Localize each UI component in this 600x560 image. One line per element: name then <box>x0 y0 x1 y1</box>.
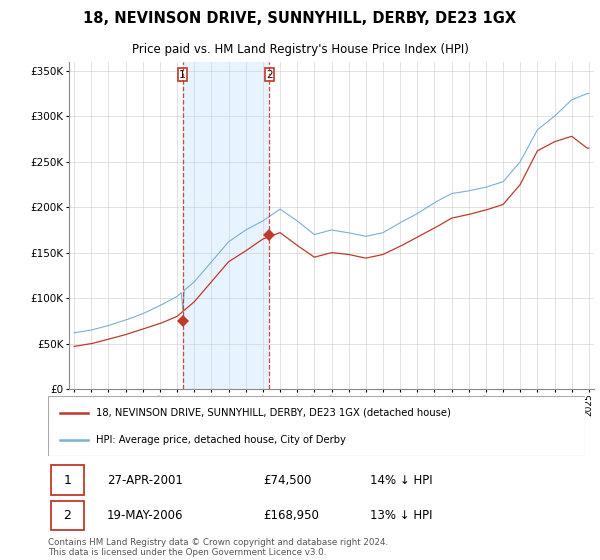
Text: 1: 1 <box>179 70 186 80</box>
Text: Contains HM Land Registry data © Crown copyright and database right 2024.
This d: Contains HM Land Registry data © Crown c… <box>48 538 388 557</box>
Text: 13% ↓ HPI: 13% ↓ HPI <box>370 509 433 522</box>
Text: 18, NEVINSON DRIVE, SUNNYHILL, DERBY, DE23 1GX (detached house): 18, NEVINSON DRIVE, SUNNYHILL, DERBY, DE… <box>97 408 451 418</box>
Text: 2: 2 <box>64 509 71 522</box>
Bar <box>50 501 84 530</box>
Text: 18, NEVINSON DRIVE, SUNNYHILL, DERBY, DE23 1GX: 18, NEVINSON DRIVE, SUNNYHILL, DERBY, DE… <box>83 11 517 26</box>
Bar <box>182 62 269 389</box>
Text: £74,500: £74,500 <box>263 474 311 487</box>
Text: £168,950: £168,950 <box>263 509 319 522</box>
Text: 27-APR-2001: 27-APR-2001 <box>107 474 183 487</box>
Text: 1: 1 <box>64 474 71 487</box>
Text: 14% ↓ HPI: 14% ↓ HPI <box>370 474 433 487</box>
Text: 2: 2 <box>266 70 273 80</box>
Text: HPI: Average price, detached house, City of Derby: HPI: Average price, detached house, City… <box>97 435 346 445</box>
Bar <box>50 465 84 495</box>
Text: Price paid vs. HM Land Registry's House Price Index (HPI): Price paid vs. HM Land Registry's House … <box>131 43 469 56</box>
Text: 19-MAY-2006: 19-MAY-2006 <box>107 509 184 522</box>
